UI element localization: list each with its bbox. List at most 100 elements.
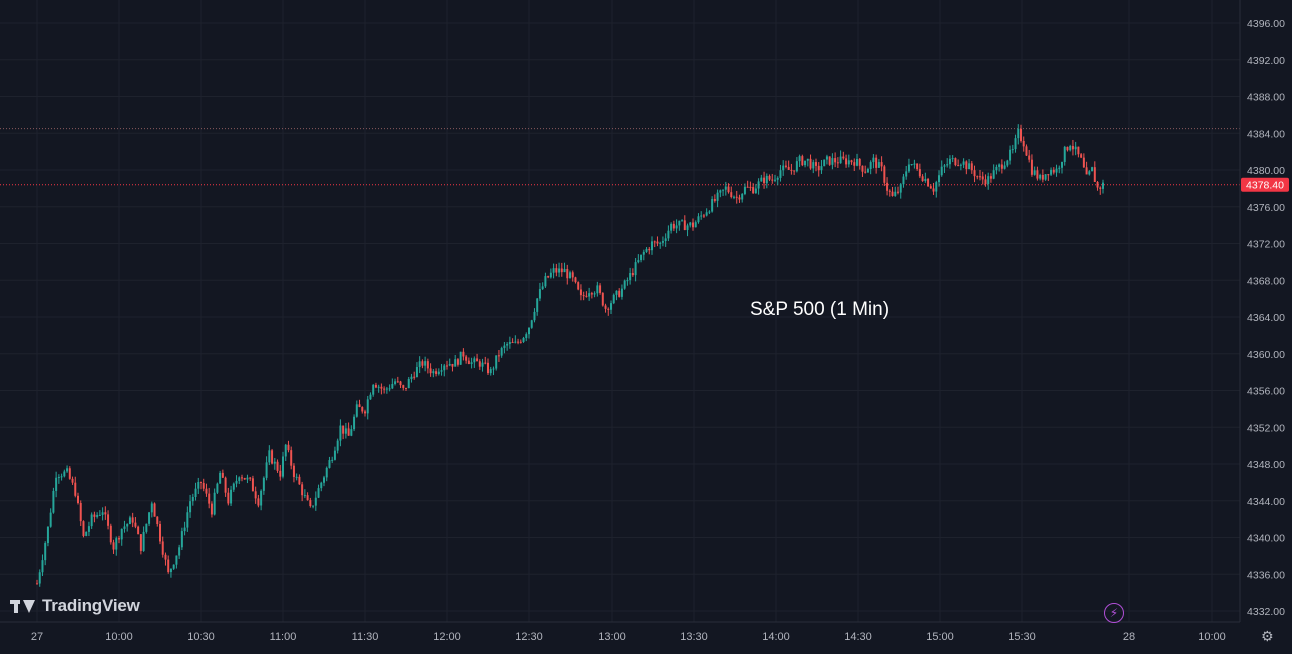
y-tick-label: 4348.00 — [1247, 459, 1285, 471]
candle — [880, 156, 883, 172]
candle — [1058, 165, 1061, 174]
candle — [697, 213, 700, 224]
candle — [522, 336, 525, 343]
candle — [63, 469, 66, 478]
candle — [525, 332, 528, 342]
candle — [1074, 141, 1077, 156]
y-tick-label: 4344.00 — [1247, 496, 1285, 508]
candle — [1066, 146, 1069, 152]
candle — [640, 254, 643, 263]
candle — [178, 544, 181, 560]
candle — [959, 163, 962, 171]
candle — [866, 167, 869, 173]
candle — [823, 159, 826, 167]
candle — [599, 283, 602, 295]
candle — [976, 175, 979, 180]
candle — [574, 276, 577, 284]
candle — [366, 395, 369, 420]
candle — [1044, 174, 1047, 181]
candle — [90, 512, 93, 529]
candle — [664, 233, 667, 247]
candle — [593, 291, 596, 298]
candle — [834, 152, 837, 168]
lightning-icon[interactable]: ⚡ — [1104, 603, 1124, 623]
candle — [954, 157, 957, 167]
candle — [962, 158, 965, 169]
candle — [131, 512, 134, 528]
candle — [782, 160, 785, 176]
candle — [421, 359, 424, 369]
candle — [746, 180, 749, 188]
gear-icon[interactable]: ⚙ — [1261, 628, 1274, 644]
candle — [205, 483, 208, 497]
candle — [790, 163, 793, 175]
candle — [52, 487, 55, 514]
candle — [733, 195, 735, 200]
candle — [894, 186, 897, 197]
y-tick-label: 4340.00 — [1247, 533, 1285, 545]
candle — [938, 170, 940, 187]
candle — [623, 279, 626, 290]
candle — [722, 189, 725, 196]
candle — [856, 153, 858, 167]
candle — [839, 150, 842, 164]
candle — [1014, 134, 1017, 153]
candle — [979, 170, 981, 181]
candle — [828, 156, 831, 166]
time-axis[interactable]: 27 10:00 10:30 11:00 11:30 12:00 12:30 13:00 13:… — [0, 621, 1240, 643]
candle — [1009, 145, 1012, 165]
candle — [809, 154, 812, 170]
candle — [667, 225, 670, 242]
candle — [946, 158, 949, 168]
x-tick-label: 13:30 — [680, 631, 708, 643]
candle — [374, 382, 377, 389]
candle — [180, 527, 183, 551]
x-tick-label: 10:00 — [1198, 631, 1226, 643]
y-tick-label: 4372.00 — [1247, 239, 1285, 251]
candle — [845, 154, 848, 168]
candle — [312, 505, 315, 509]
candle — [929, 184, 932, 189]
candle — [358, 399, 361, 408]
x-tick-label: 10:00 — [105, 631, 133, 643]
candle — [454, 355, 457, 367]
candle — [467, 357, 470, 365]
candle — [497, 349, 500, 362]
candle — [1025, 144, 1028, 156]
candle — [394, 378, 397, 386]
candle — [1052, 167, 1055, 175]
candle — [670, 222, 673, 234]
price-axis[interactable]: 4396.00 4392.00 4388.00 4384.00 4380.00 4376.… — [1239, 0, 1289, 622]
candle — [448, 358, 451, 367]
tradingview-logo-icon — [10, 597, 36, 615]
candle — [820, 160, 823, 174]
candle — [902, 173, 905, 188]
candle — [210, 501, 213, 518]
candle — [213, 488, 216, 516]
candle — [424, 356, 427, 372]
candle — [763, 171, 766, 189]
candle — [1006, 159, 1009, 168]
candle — [1022, 136, 1025, 152]
candle — [68, 466, 71, 480]
candle — [653, 240, 656, 248]
candle — [238, 476, 241, 485]
candle — [104, 506, 107, 520]
candle — [465, 354, 468, 364]
candle — [380, 383, 383, 395]
candle — [768, 174, 771, 182]
tradingview-logo[interactable]: TradingView — [10, 596, 140, 616]
chart-annotation: S&P 500 (1 Min) — [750, 299, 890, 320]
candle — [284, 443, 287, 462]
candle — [858, 158, 861, 170]
candle — [692, 218, 694, 231]
candle — [1077, 146, 1080, 158]
candle — [183, 521, 186, 536]
candle — [872, 154, 875, 169]
candle — [41, 554, 44, 577]
candle — [861, 165, 864, 177]
candle — [905, 166, 908, 180]
candle — [825, 154, 828, 165]
